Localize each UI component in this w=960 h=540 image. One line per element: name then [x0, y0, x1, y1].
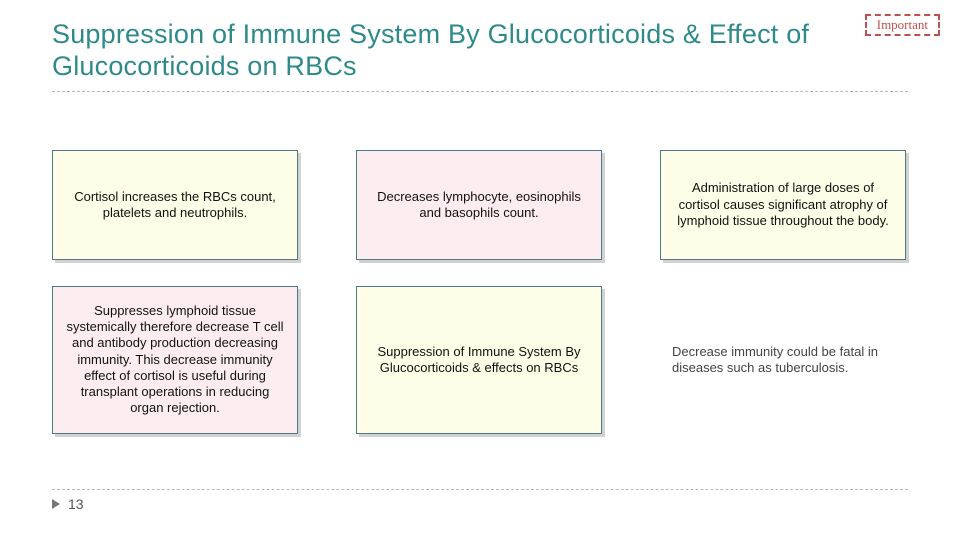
title-underline: [52, 91, 908, 92]
page-marker-icon: [52, 499, 60, 509]
card-text: Decreases lymphocyte, eosinophils and ba…: [368, 189, 590, 222]
card-r1c1: Cortisol increases the RBCs count, plate…: [52, 150, 298, 260]
card-r2c1: Suppresses lymphoid tissue systemically …: [52, 286, 298, 434]
important-tag-text: Important: [877, 17, 928, 32]
footer-inner: 13: [52, 496, 908, 512]
card-r1c3: Administration of large doses of cortiso…: [660, 150, 906, 260]
card-text: Cortisol increases the RBCs count, plate…: [64, 189, 286, 222]
footer: 13: [52, 489, 908, 512]
card-r2c2: Suppression of Immune System By Glucocor…: [356, 286, 602, 434]
card-grid: Cortisol increases the RBCs count, plate…: [52, 150, 908, 434]
important-tag: Important: [865, 14, 940, 36]
card-text: Decrease immunity could be fatal in dise…: [672, 344, 894, 377]
card-r1c2: Decreases lymphocyte, eosinophils and ba…: [356, 150, 602, 260]
card-r2c3: Decrease immunity could be fatal in dise…: [660, 286, 906, 434]
card-text: Administration of large doses of cortiso…: [672, 180, 894, 229]
page-number: 13: [68, 496, 84, 512]
slide: Important Suppression of Immune System B…: [0, 0, 960, 540]
slide-title: Suppression of Immune System By Glucocor…: [52, 18, 908, 89]
card-text: Suppression of Immune System By Glucocor…: [368, 344, 590, 377]
card-text: Suppresses lymphoid tissue systemically …: [64, 303, 286, 417]
